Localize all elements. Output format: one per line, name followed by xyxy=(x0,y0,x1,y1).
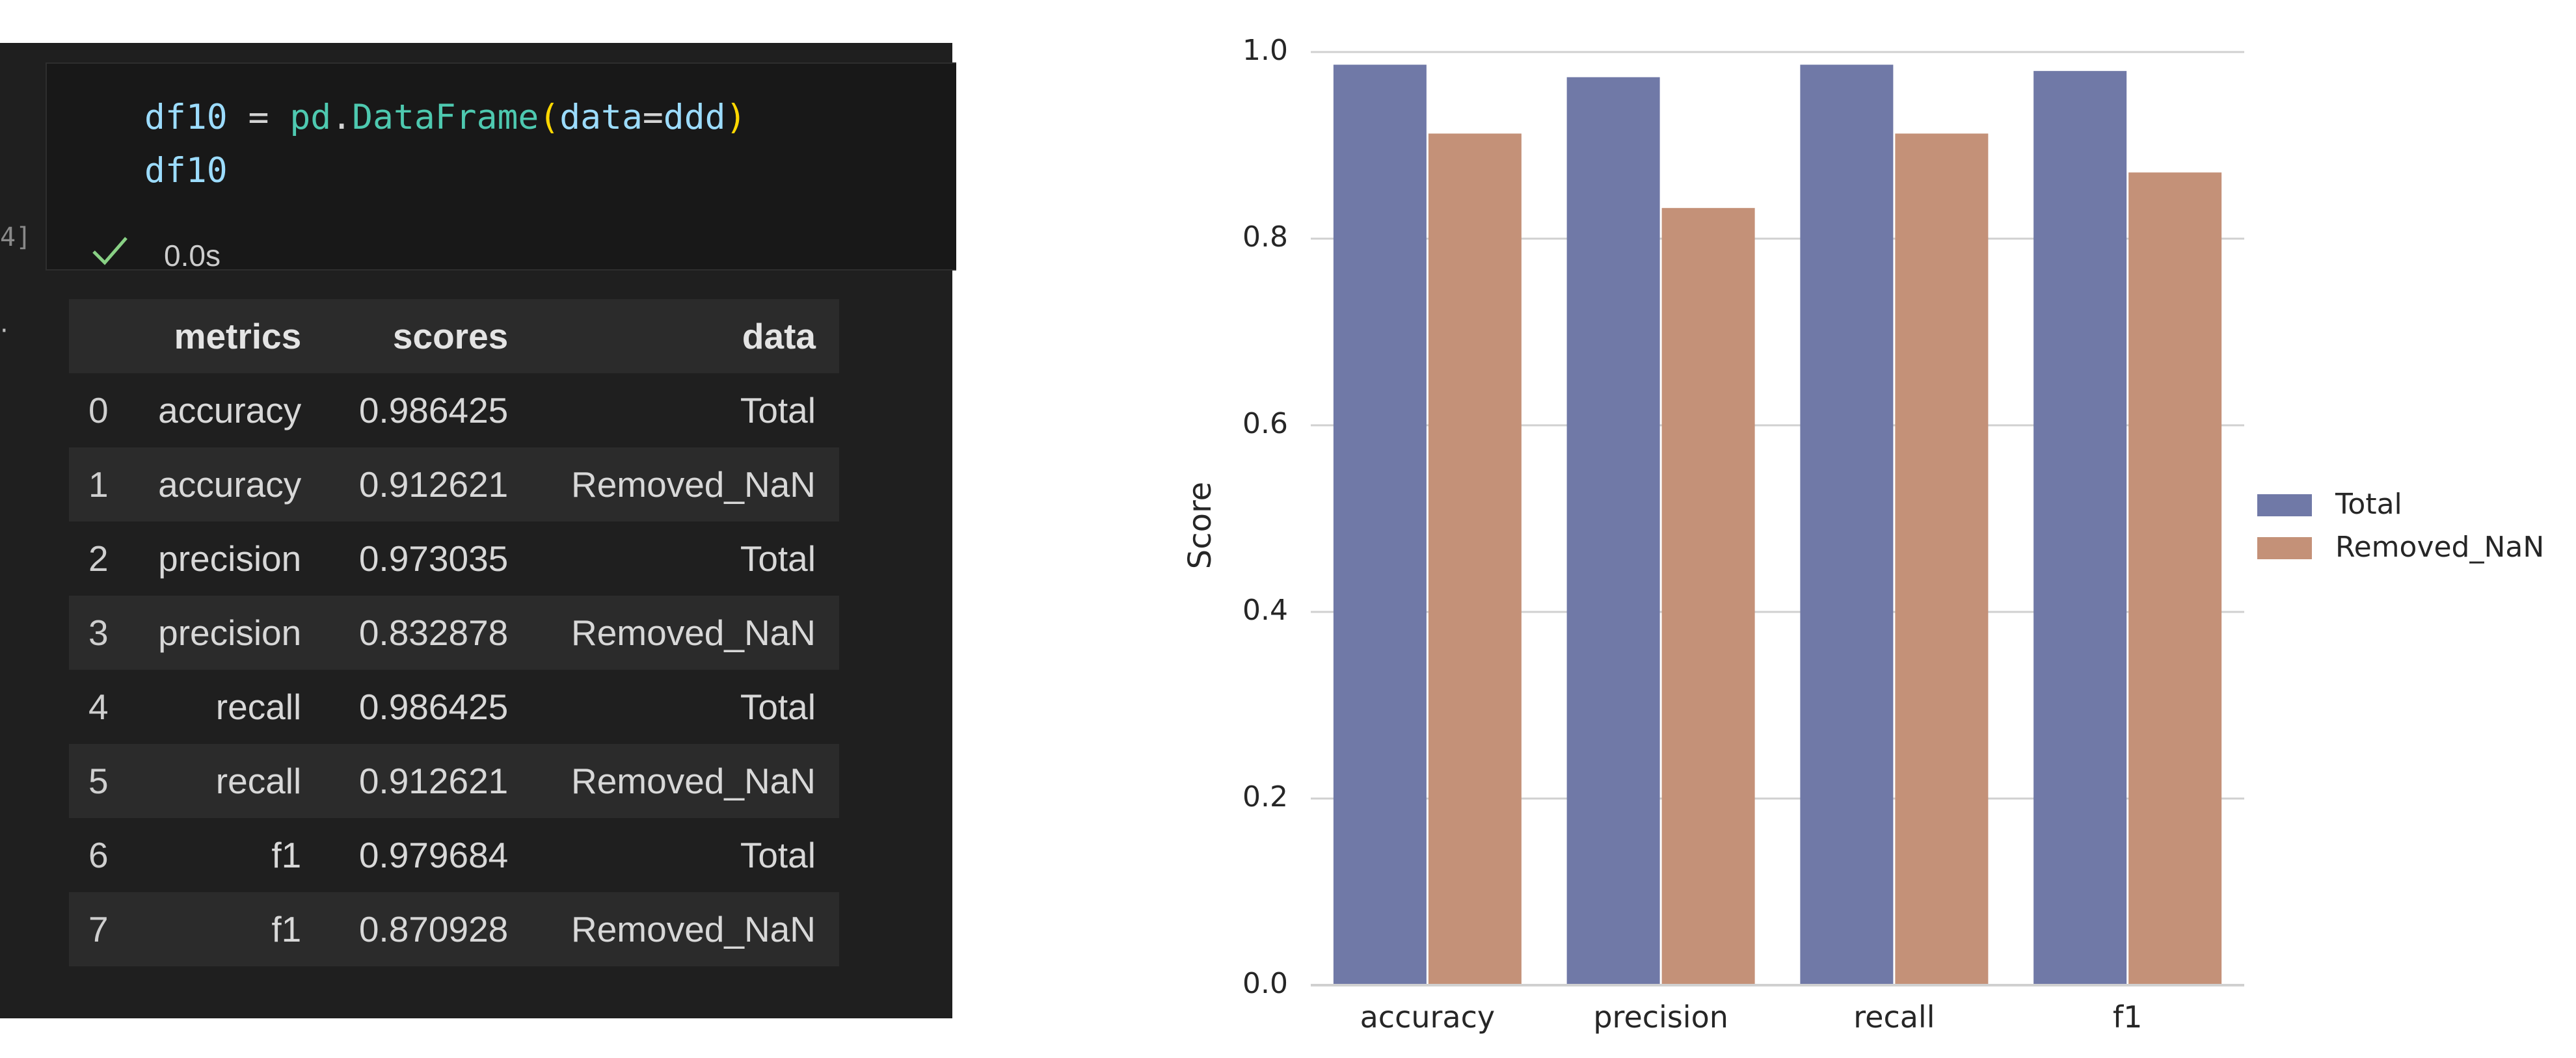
code-line-1[interactable]: df10 = pd.DataFrame(data=ddd) xyxy=(144,98,746,137)
chart-plot-area xyxy=(1311,51,2244,986)
legend-swatch xyxy=(2257,537,2312,559)
code-token-rparen: ) xyxy=(725,98,747,137)
column-header-index xyxy=(69,299,124,373)
cell-metrics: f1 xyxy=(271,835,302,875)
cell-data: Total xyxy=(740,687,816,727)
bar-f1-total xyxy=(2033,71,2127,986)
y-axis-label: Score xyxy=(1182,481,1219,570)
cell-score: 0.870928 xyxy=(358,909,509,949)
code-cell[interactable]: df10 = pd.DataFrame(data=ddd) df10 0.0s xyxy=(46,62,956,272)
cell-data: Total xyxy=(740,390,816,430)
cell-score: 0.832878 xyxy=(358,613,509,653)
table-row: 1 accuracy 0.912621 Removed_NaN xyxy=(69,447,839,522)
table-row: 0 accuracy 0.986425 Total xyxy=(69,373,839,447)
check-icon xyxy=(92,237,127,265)
table-row: 7 f1 0.870928 Removed_NaN xyxy=(69,892,839,966)
cell-score: 0.986425 xyxy=(358,390,509,430)
cell-score: 0.986425 xyxy=(358,687,509,727)
y-tick-label: 1.0 xyxy=(1242,34,1288,67)
column-header-metrics: metrics xyxy=(174,316,302,356)
table-row: 5 recall 0.912621 Removed_NaN xyxy=(69,744,839,818)
x-tick-label: accuracy xyxy=(1360,999,1496,1035)
code-token-module: pd xyxy=(289,98,332,137)
row-index: 1 xyxy=(88,464,109,505)
row-index: 5 xyxy=(88,761,109,801)
cell-score: 0.979684 xyxy=(358,835,509,875)
output-collapse-marker[interactable]: · xyxy=(0,316,8,346)
dataframe-output: metrics scores data 0 accuracy 0.986425 Tot… xyxy=(69,299,839,966)
y-tick-label: 0.0 xyxy=(1242,967,1288,1000)
bar-chart: Score Total Removed_NaN 0.0 0.2 0.4 0.6 0.8 1.… xyxy=(1132,0,2576,1058)
cell-data: Removed_NaN xyxy=(570,464,816,505)
table-row: 3 precision 0.832878 Removed_NaN xyxy=(69,596,839,670)
code-token-dot: . xyxy=(331,98,353,137)
row-index: 6 xyxy=(88,835,109,875)
code-token-lparen: ( xyxy=(539,98,560,137)
cell-data: Removed_NaN xyxy=(570,761,816,801)
cell-metrics: accuracy xyxy=(158,464,302,505)
cell-metrics: precision xyxy=(158,613,302,653)
cell-data: Total xyxy=(740,835,816,875)
bar-accuracy-total xyxy=(1333,64,1427,986)
bar-f1-removed-nan xyxy=(2128,172,2222,986)
cell-metrics: accuracy xyxy=(158,390,302,430)
code-token-assign: = xyxy=(227,98,290,137)
row-index: 4 xyxy=(88,687,109,727)
table-header-row: metrics scores data xyxy=(69,299,839,373)
notebook-panel: 4] · df10 = pd.DataFrame(data=ddd) df10 … xyxy=(0,43,956,1018)
bar-accuracy-removed-nan xyxy=(1428,133,1522,985)
bar-recall-total xyxy=(1800,64,1894,986)
y-tick-label: 0.2 xyxy=(1242,780,1288,813)
cell-metrics: f1 xyxy=(271,909,302,949)
table-row: 2 precision 0.973035 Total xyxy=(69,522,839,596)
x-tick-label: precision xyxy=(1593,999,1728,1035)
legend-swatch xyxy=(2257,494,2312,516)
legend-label: Removed_NaN xyxy=(2335,531,2545,564)
row-index: 2 xyxy=(88,538,109,579)
code-token-arg: data xyxy=(559,98,643,137)
row-index: 7 xyxy=(88,909,109,949)
x-tick-label: recall xyxy=(1853,999,1935,1035)
y-tick-label: 0.6 xyxy=(1242,407,1288,440)
cell-data: Total xyxy=(740,538,816,579)
table-row: 4 recall 0.986425 Total xyxy=(69,670,839,744)
code-token-class: DataFrame xyxy=(352,98,539,137)
code-token-var: df10 xyxy=(144,98,228,137)
bar-recall-removed-nan xyxy=(1895,133,1989,985)
legend-label: Total xyxy=(2335,488,2402,521)
code-line-2[interactable]: df10 xyxy=(144,151,228,191)
cell-score: 0.973035 xyxy=(358,538,509,579)
column-header-data: data xyxy=(742,316,816,356)
column-header-scores: scores xyxy=(392,316,509,356)
row-index: 3 xyxy=(88,613,109,653)
bar-precision-total xyxy=(1566,77,1660,985)
cell-data: Removed_NaN xyxy=(570,909,816,949)
x-tick-label: f1 xyxy=(2112,999,2143,1035)
cell-score: 0.912621 xyxy=(358,761,509,801)
cell-data: Removed_NaN xyxy=(570,613,816,653)
row-index: 0 xyxy=(88,390,109,430)
execution-time: 0.0s xyxy=(164,239,221,272)
y-tick-label: 0.8 xyxy=(1242,220,1288,254)
table-row: 6 f1 0.979684 Total xyxy=(69,818,839,892)
cell-metrics: recall xyxy=(215,761,302,801)
code-token-value: ddd xyxy=(663,98,726,137)
y-tick-label: 0.4 xyxy=(1242,594,1288,627)
cell-metrics: recall xyxy=(215,687,302,727)
execution-count: 4] xyxy=(0,222,32,252)
code-token-equals: = xyxy=(642,98,664,137)
cell-metrics: precision xyxy=(158,538,302,579)
cell-score: 0.912621 xyxy=(358,464,509,505)
bar-precision-removed-nan xyxy=(1661,207,1755,985)
